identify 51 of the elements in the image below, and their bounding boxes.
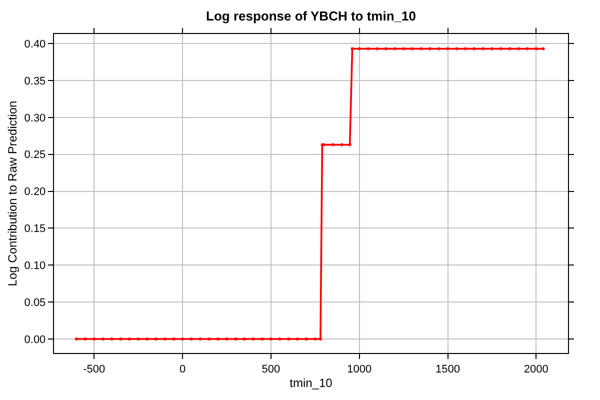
point — [340, 143, 344, 146]
point — [508, 47, 512, 50]
point — [437, 47, 440, 50]
point — [410, 47, 414, 50]
point — [472, 47, 476, 50]
y-tick-label: 0.35 — [24, 75, 46, 88]
y-tick-label: 0.00 — [24, 334, 46, 346]
point — [84, 337, 87, 340]
point — [376, 47, 379, 50]
point — [526, 47, 529, 50]
y-tick-label: 0.25 — [24, 149, 46, 162]
point — [304, 337, 308, 340]
y-tick-label: 0.10 — [24, 260, 46, 272]
point — [402, 47, 406, 50]
point — [350, 47, 354, 50]
x-axis-title: tmin_10 — [290, 376, 333, 390]
point — [455, 47, 458, 50]
point — [225, 337, 228, 340]
point — [358, 47, 361, 50]
x-tick-label: 500 — [262, 363, 280, 376]
chart-title: Log response of YBCH to tmin_10 — [206, 8, 416, 24]
point — [198, 337, 202, 340]
point — [482, 47, 485, 50]
point — [420, 47, 423, 50]
point — [252, 337, 255, 340]
point — [428, 47, 432, 50]
point — [464, 47, 467, 50]
y-axis-title: Log Contribution to Raw Prediction — [6, 100, 20, 286]
x-tick-label: 1000 — [347, 363, 372, 376]
point — [534, 47, 538, 50]
y-tick-label: 0.05 — [24, 296, 46, 309]
point — [542, 47, 545, 50]
point — [499, 47, 502, 50]
point — [516, 47, 520, 50]
point — [393, 47, 396, 50]
point — [446, 47, 450, 50]
point — [366, 47, 370, 50]
y-tick-label: 0.40 — [24, 38, 46, 50]
x-tick-label: -500 — [83, 363, 106, 376]
point — [172, 337, 176, 340]
point — [490, 47, 494, 50]
point — [331, 143, 334, 146]
y-tick-label: 0.15 — [24, 223, 46, 236]
point — [384, 47, 388, 50]
x-tick-label: 1500 — [436, 363, 460, 376]
point — [278, 337, 282, 340]
y-tick-label: 0.30 — [24, 112, 46, 124]
x-tick-label: 2000 — [524, 363, 548, 376]
x-tick-label: 0 — [179, 363, 186, 376]
point — [74, 337, 78, 340]
y-tick-label: 0.20 — [24, 186, 46, 198]
